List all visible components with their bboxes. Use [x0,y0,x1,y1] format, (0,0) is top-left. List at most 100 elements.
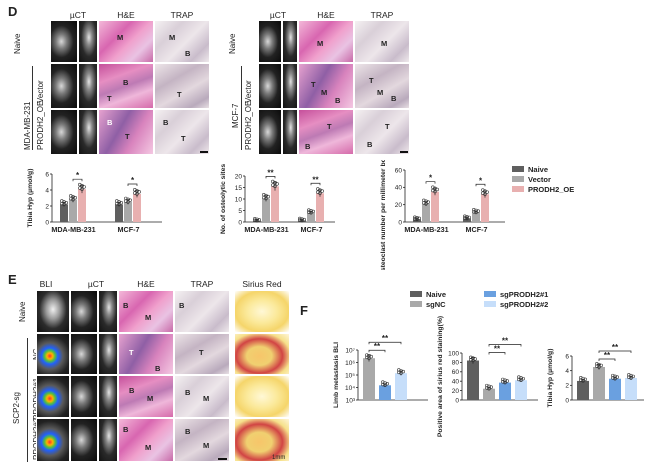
data-point [473,357,477,361]
bar [69,199,77,222]
y-tick-label: 40 [452,379,460,386]
y-tick-label: 80 [452,360,460,367]
group-label-mcf7: MCF-7 [231,103,240,128]
y-tick-label: 20 [452,388,460,395]
tissue-tag: B [123,425,129,434]
y-tick-label: 0 [455,397,459,404]
data-point [595,364,599,368]
significance-bracket [488,344,522,347]
data-point [397,370,401,375]
uct-image [50,63,78,109]
tissue-tag: T [107,94,112,103]
trap-image: T M B [354,63,410,109]
group-label-mda: MDA-MB-231 [23,101,32,150]
he-image: B M [118,375,174,418]
data-point [485,386,489,390]
significance-bracket [310,182,321,186]
he-image: B T [98,63,154,109]
data-point [367,356,371,360]
scale-bar [200,151,208,153]
uct-image [282,20,298,63]
y-tick-label: 0 [565,397,569,404]
data-point [307,210,311,214]
data-point [137,190,141,194]
significance-bracket [265,176,276,179]
tissue-tag: B [163,118,169,127]
data-point [611,373,615,378]
significance-label: * [429,174,433,183]
data-point [119,200,123,205]
data-point [469,355,473,360]
tissue-tag: T [311,80,316,89]
bli-image [36,418,70,462]
y-tick-label: 4 [45,187,49,194]
y-tick-label: 0 [238,219,242,226]
data-point [318,191,322,195]
uct-image [98,333,118,375]
significance-label: ** [604,351,611,360]
data-point [80,187,84,191]
data-point [599,363,603,368]
tissue-tag: M [203,441,210,450]
trap-image: B M [174,375,230,418]
bar [483,388,495,400]
he-image: B M [118,290,174,333]
uct-image [50,109,78,155]
bli-image [36,375,70,418]
tissue-tag: B [123,301,129,310]
data-point [615,375,619,379]
tissue-tag: M [145,313,152,322]
legend-swatch [512,186,524,192]
legend-label: Naive [528,165,548,174]
data-point [517,377,521,382]
data-point [385,381,389,386]
tissue-tag: M [203,394,210,403]
bar [467,360,479,400]
data-point [128,198,132,202]
data-point [320,189,324,193]
data-point [489,385,493,389]
data-point [309,211,313,215]
y-axis-label: Tibia Hyp (µmol/g) [547,349,554,408]
tissue-tag: B [179,301,185,310]
he-image: M [298,20,354,63]
data-point [581,376,585,381]
data-point [505,379,509,383]
data-point [595,362,599,366]
trap-image: B [174,290,230,333]
uct-image [258,63,282,109]
tissue-tag: M [145,443,152,452]
data-point [264,196,268,201]
data-point [463,216,467,220]
trap-image: M [354,20,410,63]
significance-bracket [598,350,632,353]
bar [78,189,86,222]
y-axis-label: Osteoclast number per millimeter bo ne p… [380,160,387,270]
data-point [501,380,505,384]
x-category-label: MDA-MB-231 [51,225,95,234]
x-category-label: MCF-7 [301,225,323,234]
data-point [381,380,385,384]
scale-label: 1mm [272,455,286,461]
legend-label: sgPRODH2#2 [500,300,548,309]
trap-image: B T [154,109,210,155]
sirius-red-image [234,375,290,418]
row-label-prodh2-oe: PRODH2_OE [36,100,45,150]
tissue-tag: B [367,140,373,149]
y-tick-label: 6 [565,353,569,360]
tissue-tag: B [107,118,113,127]
legend-swatch [410,291,422,297]
col-label-trap: TRAP [370,10,394,20]
data-point [369,354,373,359]
x-category-label: MDA-MB-231 [244,225,288,234]
data-point [383,381,387,385]
data-point [503,378,507,382]
panel-d-label: D [8,4,18,19]
data-point [463,214,467,218]
sirius-red-image [234,290,290,333]
panel-e-label: E [8,272,17,287]
row-label-naive: Naive [228,33,237,54]
he-image: B T [98,109,154,155]
bar [262,198,270,222]
